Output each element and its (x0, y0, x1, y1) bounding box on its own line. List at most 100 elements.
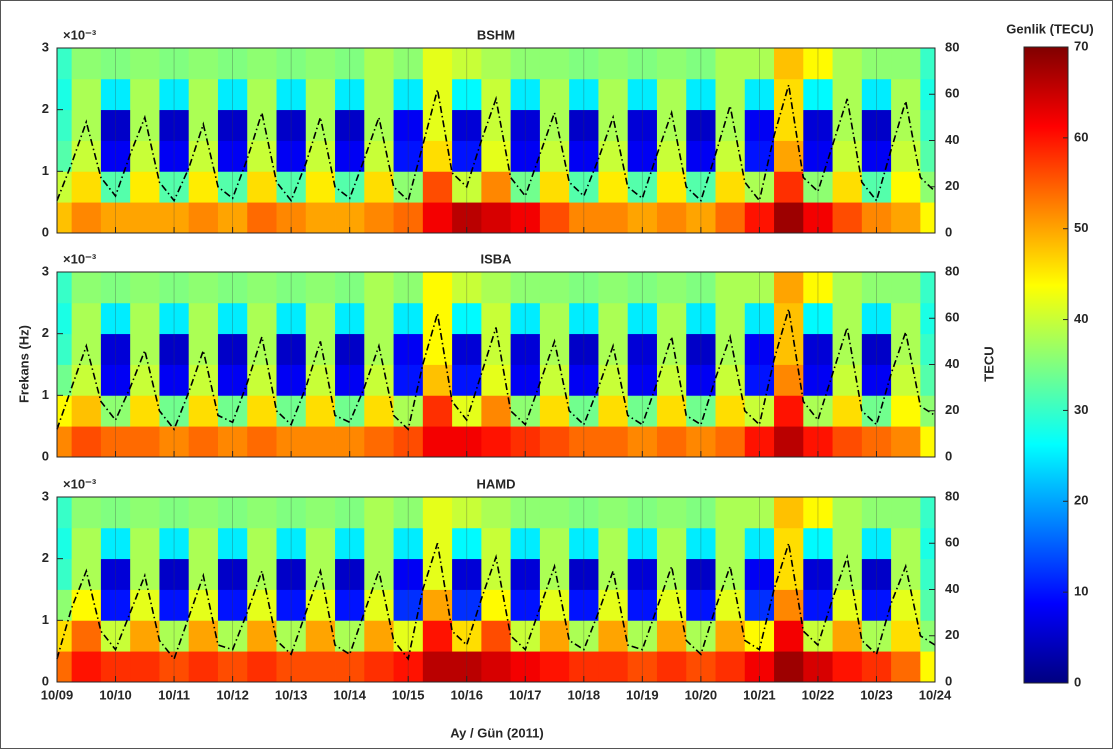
heatmap-cell (539, 140, 570, 172)
heatmap-cell (100, 48, 131, 80)
heatmap-cell (364, 202, 394, 234)
heatmap-cell (715, 272, 746, 304)
heatmap-cell (452, 109, 482, 141)
heatmap-cell (481, 171, 512, 203)
heatmap-cell (159, 497, 190, 529)
x-tick-label: 10/21 (743, 687, 776, 702)
heatmap-cell (715, 395, 746, 427)
heatmap-cell (393, 333, 424, 365)
heatmap-cell (861, 620, 892, 652)
heatmap-cell (686, 302, 716, 335)
heatmap-cell (71, 426, 102, 458)
colorbar (1023, 46, 1069, 684)
heatmap-cell (159, 589, 190, 621)
heatmap-cell (71, 558, 102, 590)
heatmap-cell (393, 497, 424, 529)
heatmap-cell (71, 395, 102, 427)
heatmap-cell (539, 527, 570, 560)
heatmap-cell (920, 140, 936, 172)
heatmap-cell (686, 48, 716, 80)
heatmap-cell (422, 171, 453, 203)
heatmap-cell (569, 558, 599, 590)
heatmap-cell (861, 272, 892, 304)
heatmap-cell (803, 78, 833, 111)
heatmap-cell (920, 272, 936, 304)
heatmap-cell (920, 202, 936, 234)
x-tick-label: 10/20 (685, 687, 718, 702)
heatmap-cell (188, 426, 219, 458)
heatmap-cell (744, 302, 775, 335)
heatmap-cell (159, 395, 190, 427)
heatmap-cell (393, 302, 424, 335)
heatmap-cell (539, 78, 570, 111)
x-tick-label: 10/15 (392, 687, 425, 702)
x-tick-label: 10/19 (626, 687, 659, 702)
heatmap-cell (598, 109, 629, 141)
heatmap-cell (744, 558, 775, 590)
heatmap-cell (217, 497, 248, 529)
colorbar-tick-label: 60 (1074, 129, 1088, 144)
heatmap-cell (656, 497, 687, 529)
heatmap-cell (393, 48, 424, 80)
heatmap-cell (335, 302, 365, 335)
y2-axis-label: TECU (981, 346, 996, 381)
heatmap-cell (305, 272, 336, 304)
heatmap-cell (57, 272, 73, 304)
heatmap-cell (510, 48, 541, 80)
y-tick-label: 3 (42, 263, 49, 278)
colorbar-tick-label: 70 (1074, 38, 1088, 53)
heatmap-cell (510, 333, 541, 365)
heatmap-cell (276, 497, 307, 529)
heatmap-cell (247, 589, 277, 621)
heatmap-cell (569, 109, 599, 141)
heatmap-cell (276, 395, 307, 427)
heatmap-cell (130, 140, 160, 172)
heatmap-cell (803, 109, 833, 141)
heatmap-cell (364, 48, 394, 80)
heatmap-cell (774, 620, 804, 652)
heatmap-cell (832, 272, 863, 304)
heatmap-cell (656, 48, 687, 80)
heatmap-cell (656, 202, 687, 234)
y2-tick-label: 80 (945, 488, 959, 503)
heatmap-cell (130, 272, 160, 304)
heatmap-cell (744, 527, 775, 560)
heatmap-cell (656, 140, 687, 172)
heatmap-cell (159, 109, 190, 141)
heatmap-cell (861, 302, 892, 335)
heatmap-cell (276, 558, 307, 590)
y-tick-label: 0 (42, 673, 49, 688)
heatmap-cell (393, 527, 424, 560)
heatmap-cell (569, 364, 599, 396)
heatmap-cell (335, 109, 365, 141)
heatmap-cell (481, 620, 512, 652)
heatmap-cell (100, 589, 131, 621)
heatmap-cell (627, 333, 658, 365)
heatmap-cell (100, 302, 131, 335)
x-tick-label: 10/14 (333, 687, 366, 702)
heatmap-cell (832, 48, 863, 80)
colorbar-title: Genlik (TECU) (1006, 21, 1093, 36)
heatmap-cell (130, 426, 160, 458)
heatmap-cell (130, 48, 160, 80)
heatmap-cell (130, 302, 160, 335)
heatmap-cell (715, 364, 746, 396)
heatmap-cell (217, 78, 248, 111)
heatmap-cell (656, 302, 687, 335)
heatmap-cell (774, 109, 804, 141)
heatmap-cell (891, 302, 921, 335)
y-tick-label: 0 (42, 224, 49, 239)
heatmap-cell (217, 333, 248, 365)
heatmap-cell (598, 302, 629, 335)
heatmap-cell (686, 109, 716, 141)
heatmap-cell (920, 426, 936, 458)
heatmap-cell (422, 48, 453, 80)
heatmap-cell (481, 527, 512, 560)
heatmap-cell (130, 202, 160, 234)
heatmap-cell (481, 426, 512, 458)
heatmap-cell (452, 78, 482, 111)
y-multiplier: ×10⁻³ (63, 251, 97, 266)
heatmap-cell (539, 171, 570, 203)
heatmap-cell (803, 48, 833, 80)
